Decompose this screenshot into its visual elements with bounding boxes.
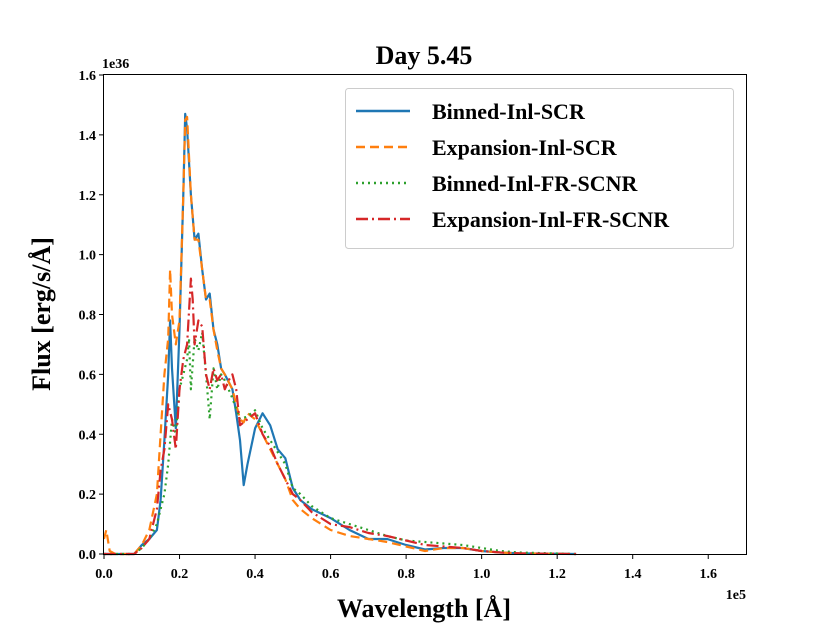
- series-layer: [102, 112, 577, 556]
- y-tick-label: 0.6: [79, 368, 97, 383]
- y-tick-label: 0.4: [79, 428, 97, 443]
- y-tick-label: 1.2: [79, 189, 97, 204]
- y-tick-label: 1.6: [79, 69, 97, 84]
- x-tick-label: 0.6: [322, 567, 340, 582]
- series-line-4: [104, 277, 577, 556]
- y-axis-offset-label: 1e36: [102, 57, 129, 72]
- y-tick-label: 1.0: [79, 249, 97, 264]
- y-axis-ticks: 0.0 0.2 0.4 0.6 0.8 1.0 1.2 1.4 1.6: [79, 69, 104, 563]
- legend: Binned-Inl-SCR Expansion-Inl-SCR Binned-In…: [345, 88, 734, 249]
- x-tick-label: 0.4: [246, 567, 264, 582]
- y-tick-label: 0.2: [79, 488, 97, 503]
- x-tick-label: 1.4: [624, 567, 642, 582]
- x-axis-title: Wavelength [Å]: [337, 594, 511, 623]
- x-tick-label: 1.6: [699, 567, 717, 582]
- series-line-3: [104, 331, 577, 556]
- x-axis-ticks: 0.0 0.2 0.4 0.6 0.8 1.0 1.2 1.4 1.6: [95, 554, 717, 582]
- legend-label-2: Expansion-Inl-SCR: [432, 135, 618, 160]
- y-axis-title: Flux [erg/s/Å]: [27, 237, 56, 391]
- x-tick-label: 1.0: [473, 567, 491, 582]
- x-tick-label: 0.2: [171, 567, 189, 582]
- x-axis-offset-label: 1e5: [726, 588, 746, 603]
- x-tick-label: 0.8: [397, 567, 415, 582]
- y-tick-label: 0.8: [79, 309, 97, 324]
- series-line-2: [102, 115, 573, 556]
- y-tick-label: 1.4: [79, 129, 97, 144]
- legend-box: [345, 88, 734, 249]
- chart-title: Day 5.45: [376, 41, 473, 70]
- y-tick-label: 0.0: [79, 548, 97, 563]
- plot-frame: [103, 74, 747, 555]
- legend-label-3: Binned-Inl-FR-SCNR: [432, 171, 638, 196]
- x-tick-label: 1.2: [548, 567, 566, 582]
- legend-label-1: Binned-Inl-SCR: [432, 99, 586, 124]
- legend-label-4: Expansion-Inl-FR-SCNR: [432, 207, 670, 232]
- x-tick-label: 0.0: [95, 567, 113, 582]
